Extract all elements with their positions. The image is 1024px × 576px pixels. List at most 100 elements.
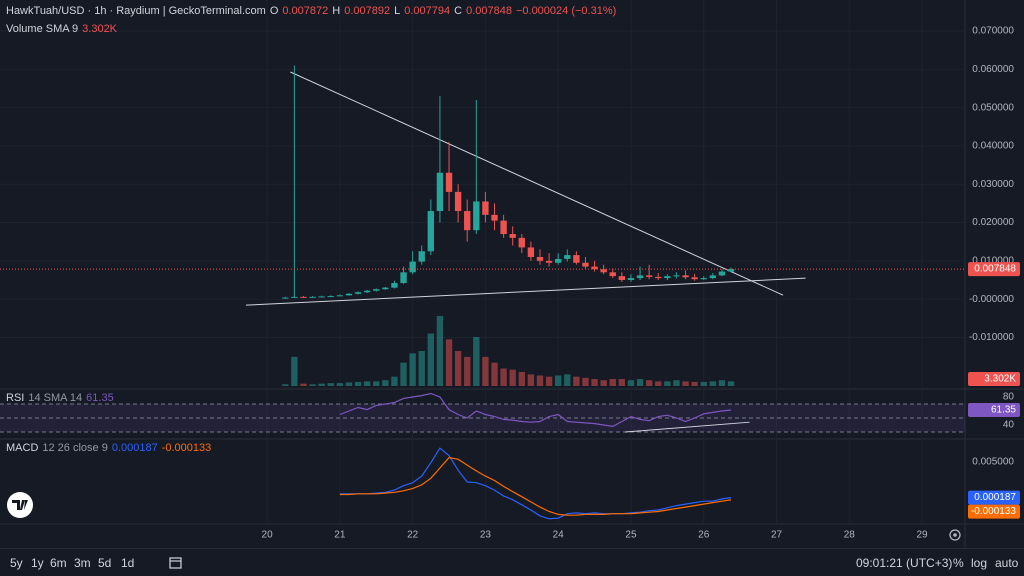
volume-bar: [545, 376, 553, 386]
axis-badge-label: 0.000187: [974, 492, 1016, 503]
candle-body: [600, 269, 607, 273]
volume-bar: [418, 351, 425, 386]
symbol-title: HawkTuah/USD · 1h · Raydium | GeckoTermi…: [6, 5, 266, 17]
candle-body: [336, 295, 344, 297]
volume-bar: [609, 379, 616, 386]
indicator-line: [339, 457, 732, 516]
candle-body: [473, 201, 480, 231]
indicator-value: 0.000187: [111, 442, 158, 454]
volume-bar: [454, 351, 462, 386]
candle-body: [609, 272, 616, 277]
axis-badge: [968, 504, 1020, 519]
candle-body: [536, 257, 544, 261]
candle-body: [427, 211, 435, 252]
volume-bar: [373, 381, 380, 386]
axis-badge: [968, 403, 1020, 418]
range-button[interactable]: 6m: [50, 556, 67, 570]
ohlc-key: H: [332, 5, 341, 17]
volume-bar: [682, 381, 689, 386]
y-tick-label: 0.070000: [972, 26, 1014, 37]
x-tick-label: 21: [334, 530, 346, 541]
volume-bar: [573, 376, 580, 386]
y-tick-label: 0.010000: [972, 255, 1014, 266]
volume-bar: [327, 383, 334, 386]
volume-bar: [491, 362, 498, 386]
candle-body: [545, 260, 553, 263]
volume-bar: [618, 379, 626, 386]
volume-bar: [627, 380, 635, 386]
date-range-icon[interactable]: [168, 555, 184, 571]
x-tick-label: 23: [480, 530, 492, 541]
candle-body: [564, 255, 571, 259]
volume-bar: [591, 379, 598, 386]
volume-bar: [718, 380, 726, 386]
volume-bar: [445, 339, 453, 386]
axis-badge-label: 61.35: [991, 405, 1016, 416]
volume-bar: [473, 337, 480, 386]
percent-toggle[interactable]: %: [953, 556, 964, 570]
volume-bar: [673, 380, 680, 386]
volume-bar: [482, 356, 489, 386]
pane-legend: RSI 14 SMA 14 61.35: [6, 392, 118, 404]
volume-bar: [336, 383, 344, 386]
volume-bar: [691, 381, 698, 386]
pane-legend: MACD 12 26 close 9 0.000187 -0.000133: [6, 442, 215, 454]
ohlc-value: 0.007872: [282, 5, 329, 17]
candle-body: [655, 276, 662, 279]
indicator-title: RSI: [6, 392, 25, 404]
y-tick-label: 40: [1003, 420, 1015, 431]
trend-line: [290, 71, 784, 296]
range-button[interactable]: 3m: [74, 556, 91, 570]
candle-body: [718, 271, 726, 276]
candle-body: [464, 211, 471, 231]
candle-body: [527, 247, 535, 258]
volume-bar: [382, 380, 389, 386]
trend-line: [625, 421, 750, 433]
auto-toggle[interactable]: auto: [995, 556, 1019, 570]
y-tick-label: -0.000000: [969, 294, 1014, 305]
candle-body: [700, 278, 707, 280]
range-button[interactable]: 1y: [31, 556, 44, 570]
chart: 20 21 22 23 24 25 26 27 28 29 0.070000 0.060000 0.05…: [0, 0, 1024, 548]
ohlc-key: L: [394, 5, 401, 17]
candle-body: [664, 276, 671, 279]
settings-icon[interactable]: [949, 529, 961, 541]
candle-body: [691, 277, 698, 280]
x-tick-label: 28: [844, 530, 856, 541]
candle-body: [636, 275, 644, 279]
volume-bar: [509, 369, 516, 386]
clock: 09:01:21 (UTC+3): [856, 556, 953, 570]
range-button[interactable]: 5d: [98, 556, 112, 570]
log-toggle[interactable]: log: [971, 556, 988, 570]
volume-value: 3.302K: [82, 23, 118, 35]
indicator-params: 12 26 close 9: [42, 442, 108, 454]
volume-badge: [968, 372, 1020, 386]
range-button[interactable]: 5y: [10, 556, 23, 570]
volume-bar: [555, 375, 562, 386]
y-tick-label: 80: [1003, 392, 1015, 403]
candle-body: [282, 297, 289, 299]
x-tick-label: 25: [625, 530, 637, 541]
ohlc-value: 0.007794: [404, 5, 451, 17]
candle-body: [573, 255, 580, 263]
volume-bar: [318, 383, 325, 386]
y-tick-label: 0.060000: [972, 64, 1014, 75]
candle-body: [555, 258, 562, 263]
volume-bar: [427, 333, 435, 386]
candle-body: [591, 266, 598, 270]
ohlc-value: 0.007892: [344, 5, 391, 17]
candle-body: [345, 293, 353, 296]
volume-bar: [400, 362, 407, 386]
volume-bar: [527, 374, 535, 386]
volume-bar: [436, 316, 444, 386]
y-tick-label: 0.005000: [972, 457, 1014, 468]
candle-body: [318, 296, 325, 298]
x-tick-label: 27: [771, 530, 783, 541]
indicator-title: MACD: [6, 442, 39, 454]
range-button[interactable]: 1d: [121, 556, 135, 570]
indicator-params: 14 SMA 14: [28, 392, 83, 404]
volume-bar: [391, 376, 398, 386]
volume-title: Volume SMA 9: [6, 23, 79, 35]
volume-bar: [500, 368, 507, 386]
price-change: −0.000024 (−0.31%): [515, 5, 617, 17]
